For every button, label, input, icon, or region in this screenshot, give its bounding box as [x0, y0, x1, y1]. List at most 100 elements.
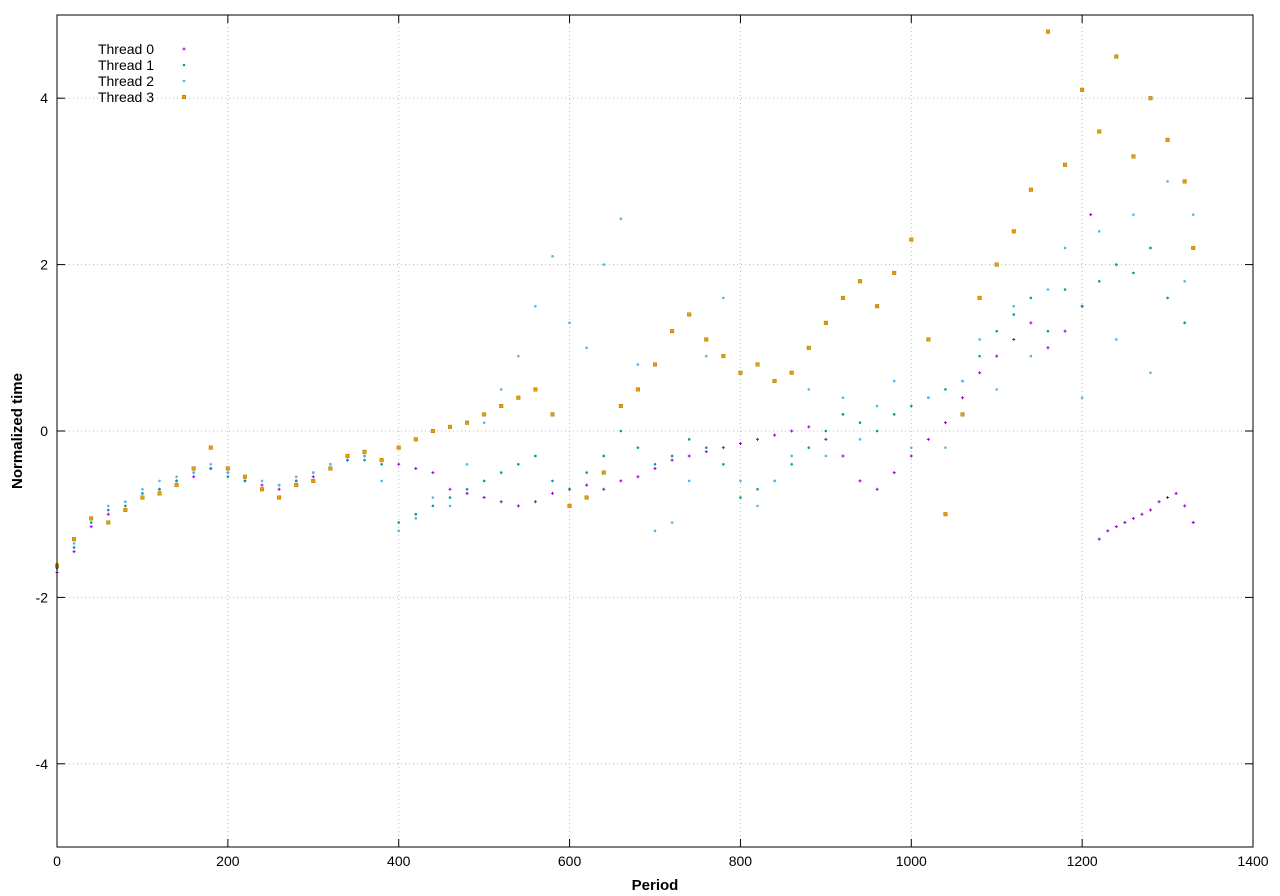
- data-point: [414, 512, 418, 516]
- data-point: [653, 466, 657, 470]
- data-point: [465, 491, 469, 495]
- data-point: [568, 321, 571, 325]
- data-point: [499, 404, 504, 409]
- data-point: [1114, 525, 1118, 529]
- data-point: [72, 537, 77, 542]
- data-point: [687, 312, 692, 317]
- data-point: [311, 475, 315, 479]
- data-point: [704, 446, 708, 449]
- data-point: [1114, 54, 1119, 59]
- data-point: [653, 362, 658, 367]
- data-point: [721, 354, 726, 359]
- series-1: [55, 246, 1186, 570]
- data-point: [653, 529, 657, 533]
- data-point: [294, 475, 298, 479]
- data-point: [533, 500, 537, 504]
- data-point: [1029, 354, 1033, 358]
- data-point: [123, 508, 128, 513]
- data-point: [482, 421, 486, 424]
- data-point: [602, 263, 606, 266]
- data-point: [585, 471, 588, 474]
- data-point: [106, 508, 110, 512]
- data-point: [550, 412, 555, 417]
- data-point: [1063, 329, 1067, 333]
- data-point: [430, 429, 435, 434]
- data-point: [841, 413, 845, 416]
- data-point: [328, 466, 333, 471]
- data-point: [789, 370, 794, 375]
- data-point: [892, 270, 897, 275]
- data-point: [397, 521, 401, 524]
- data-point: [1183, 504, 1187, 508]
- data-point: [739, 496, 742, 499]
- data-point: [448, 487, 452, 491]
- data-point: [1131, 154, 1136, 159]
- data-point: [653, 462, 657, 466]
- data-point: [790, 462, 793, 466]
- data-point: [89, 516, 94, 521]
- data-point: [841, 454, 845, 458]
- data-point: [807, 446, 811, 449]
- x-tick-label: 0: [53, 853, 61, 869]
- data-point: [619, 479, 623, 483]
- data-point: [704, 450, 708, 454]
- data-point: [1097, 279, 1101, 283]
- data-point: [635, 387, 640, 392]
- data-point: [431, 471, 435, 475]
- data-point: [106, 512, 110, 516]
- data-point: [1011, 229, 1016, 234]
- x-axis-title: Period: [632, 877, 679, 894]
- data-point: [738, 370, 743, 375]
- data-point: [807, 388, 811, 391]
- data-point: [397, 462, 401, 466]
- y-axis-title: Normalized time: [9, 373, 26, 489]
- data-point: [687, 454, 691, 458]
- data-point: [1080, 304, 1084, 308]
- data-point: [499, 471, 503, 474]
- data-point: [568, 487, 571, 491]
- data-point: [892, 471, 896, 475]
- data-point: [995, 329, 999, 333]
- y-tick-label: 4: [40, 90, 48, 106]
- data-point: [260, 483, 264, 487]
- data-point: [482, 496, 486, 500]
- data-point: [670, 521, 674, 524]
- data-point: [1132, 213, 1135, 216]
- data-point: [584, 495, 589, 500]
- data-point: [157, 491, 162, 496]
- data-point: [465, 462, 469, 466]
- data-point: [977, 295, 982, 300]
- data-point: [1046, 288, 1050, 291]
- data-point: [806, 345, 811, 350]
- data-point: [944, 388, 947, 391]
- data-point: [755, 362, 760, 367]
- grid: [57, 15, 1253, 847]
- data-point: [1046, 346, 1050, 350]
- data-point: [995, 388, 999, 391]
- data-point: [551, 254, 554, 258]
- data-point: [516, 395, 521, 400]
- data-point: [1012, 313, 1016, 316]
- legend-label: Thread 1: [98, 57, 154, 73]
- data-point: [397, 529, 401, 533]
- data-point: [840, 295, 845, 300]
- data-point: [823, 320, 828, 325]
- data-point: [1080, 87, 1085, 92]
- data-point: [892, 413, 896, 416]
- x-tick-label: 1000: [896, 853, 927, 869]
- data-point: [636, 475, 640, 479]
- data-point: [174, 483, 179, 488]
- data-point: [892, 379, 896, 383]
- data-point: [414, 466, 418, 470]
- data-point: [208, 445, 213, 450]
- data-point: [209, 467, 213, 470]
- data-point: [1012, 304, 1016, 308]
- data-point: [431, 504, 435, 508]
- data-point: [944, 446, 947, 449]
- data-point: [431, 496, 435, 499]
- series-2: [55, 180, 1195, 566]
- data-point: [192, 475, 196, 479]
- data-point: [550, 491, 554, 495]
- data-point: [294, 483, 299, 488]
